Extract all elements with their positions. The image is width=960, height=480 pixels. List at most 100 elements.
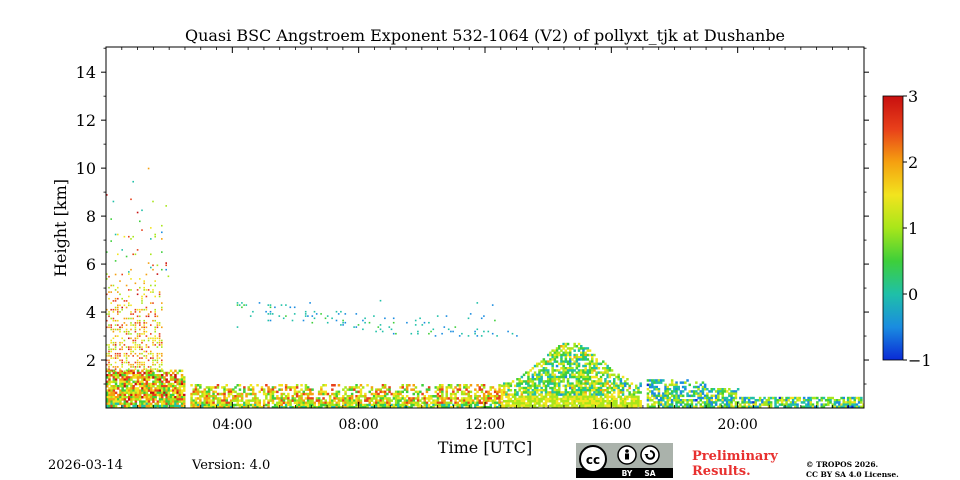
- heatmap-cell: [491, 401, 495, 405]
- heatmap-cell: [322, 403, 325, 407]
- heatmap-cell: [577, 406, 581, 408]
- heatmap-cell: [302, 403, 305, 407]
- heatmap-cell: [719, 405, 722, 408]
- heatmap-cell: [150, 227, 152, 229]
- heatmap-cell: [514, 393, 517, 396]
- heatmap-cell: [566, 367, 570, 370]
- heatmap-cell: [463, 399, 466, 402]
- heatmap-cell: [119, 293, 121, 296]
- heatmap-cell: [591, 371, 594, 374]
- heatmap-cell: [675, 388, 678, 391]
- cc-license-badge[interactable]: cc BY SA: [576, 443, 673, 478]
- heatmap-cell: [549, 358, 552, 361]
- heatmap-cell: [130, 387, 133, 390]
- heatmap-cell: [293, 397, 297, 400]
- heatmap-cell: [370, 399, 374, 402]
- heatmap-cell: [695, 385, 698, 389]
- heatmap-cell: [714, 396, 718, 400]
- heatmap-cell: [123, 400, 127, 403]
- heatmap-cell: [606, 391, 609, 394]
- heatmap-cell: [128, 330, 130, 333]
- heatmap-cell: [626, 397, 629, 401]
- heatmap-cell: [134, 324, 137, 326]
- heatmap-cell: [679, 392, 683, 395]
- heatmap-cell: [136, 337, 139, 340]
- heatmap-cell: [763, 403, 766, 406]
- heatmap-cell: [454, 326, 457, 328]
- heatmap-cell: [221, 406, 224, 408]
- heatmap-cell: [857, 401, 861, 404]
- heatmap-cell: [690, 394, 694, 398]
- heatmap-cell: [156, 341, 159, 344]
- heatmap-cell: [417, 332, 419, 335]
- heatmap-cell: [849, 396, 852, 400]
- footer-date: 2026-03-14: [48, 458, 123, 473]
- heatmap-cell: [152, 302, 154, 304]
- heatmap-cell: [503, 384, 506, 388]
- heatmap-cell: [500, 384, 504, 388]
- heatmap-cell: [586, 353, 590, 357]
- heatmap-cell: [174, 378, 177, 381]
- heatmap-cell: [802, 399, 806, 402]
- heatmap-cell: [355, 395, 358, 398]
- heatmap-cell: [392, 395, 396, 398]
- heatmap-cell: [315, 406, 319, 408]
- heatmap-cell: [708, 403, 711, 406]
- heatmap-cell: [699, 396, 702, 400]
- heatmap-cell: [383, 406, 387, 408]
- heatmap-cell: [659, 394, 663, 398]
- heatmap-cell: [196, 392, 200, 396]
- heatmap-cell: [588, 375, 592, 379]
- heatmap-cell: [602, 400, 605, 403]
- heatmap-cell: [125, 374, 129, 377]
- heatmap-cell: [855, 405, 859, 408]
- heatmap-cell: [114, 273, 117, 276]
- heatmap-cell: [130, 322, 132, 324]
- heatmap-cell: [562, 360, 565, 363]
- heatmap-cell: [529, 393, 532, 396]
- heatmap-cell: [767, 403, 771, 406]
- heatmap-cell: [419, 406, 422, 408]
- heatmap-cell: [370, 386, 374, 389]
- heatmap-cell: [331, 388, 334, 391]
- heatmap-cell: [493, 406, 497, 408]
- heatmap-cell: [566, 369, 570, 372]
- heatmap-cell: [132, 350, 134, 353]
- heatmap-cell: [496, 390, 499, 394]
- heatmap-cell: [542, 395, 546, 399]
- heatmap-cell: [134, 322, 137, 324]
- heatmap-cell: [136, 366, 139, 368]
- heatmap-cell: [588, 378, 592, 381]
- heatmap-cell: [514, 397, 517, 401]
- heatmap-cell: [752, 401, 755, 404]
- heatmap-cell: [108, 402, 111, 406]
- heatmap-cell: [114, 400, 118, 403]
- heatmap-cell: [547, 384, 550, 388]
- heatmap-cell: [136, 380, 140, 384]
- heatmap-cell: [267, 392, 270, 396]
- heatmap-cell: [412, 388, 415, 391]
- heatmap-cell: [348, 399, 352, 402]
- heatmap-cell: [619, 406, 623, 408]
- heatmap-cell: [582, 395, 585, 399]
- heatmap-cell: [619, 397, 623, 401]
- heatmap-cell: [141, 376, 144, 379]
- heatmap-cell: [136, 315, 139, 318]
- heatmap-cell: [569, 384, 572, 388]
- heatmap-cell: [128, 382, 131, 386]
- heatmap-cell: [613, 402, 616, 405]
- heatmap-cell: [216, 401, 220, 405]
- heatmap-cell: [586, 400, 590, 403]
- heatmap-cell: [441, 397, 444, 400]
- y-tick-label: 14: [76, 63, 96, 82]
- heatmap-cell: [366, 399, 369, 402]
- heatmap-cell: [121, 306, 123, 309]
- heatmap-cell: [240, 397, 244, 400]
- heatmap-cell: [452, 388, 455, 391]
- heatmap-cell: [238, 388, 242, 391]
- heatmap-cell: [309, 392, 312, 396]
- heatmap-cell: [311, 392, 314, 396]
- heatmap-cell: [498, 388, 501, 391]
- heatmap-cell: [112, 398, 116, 401]
